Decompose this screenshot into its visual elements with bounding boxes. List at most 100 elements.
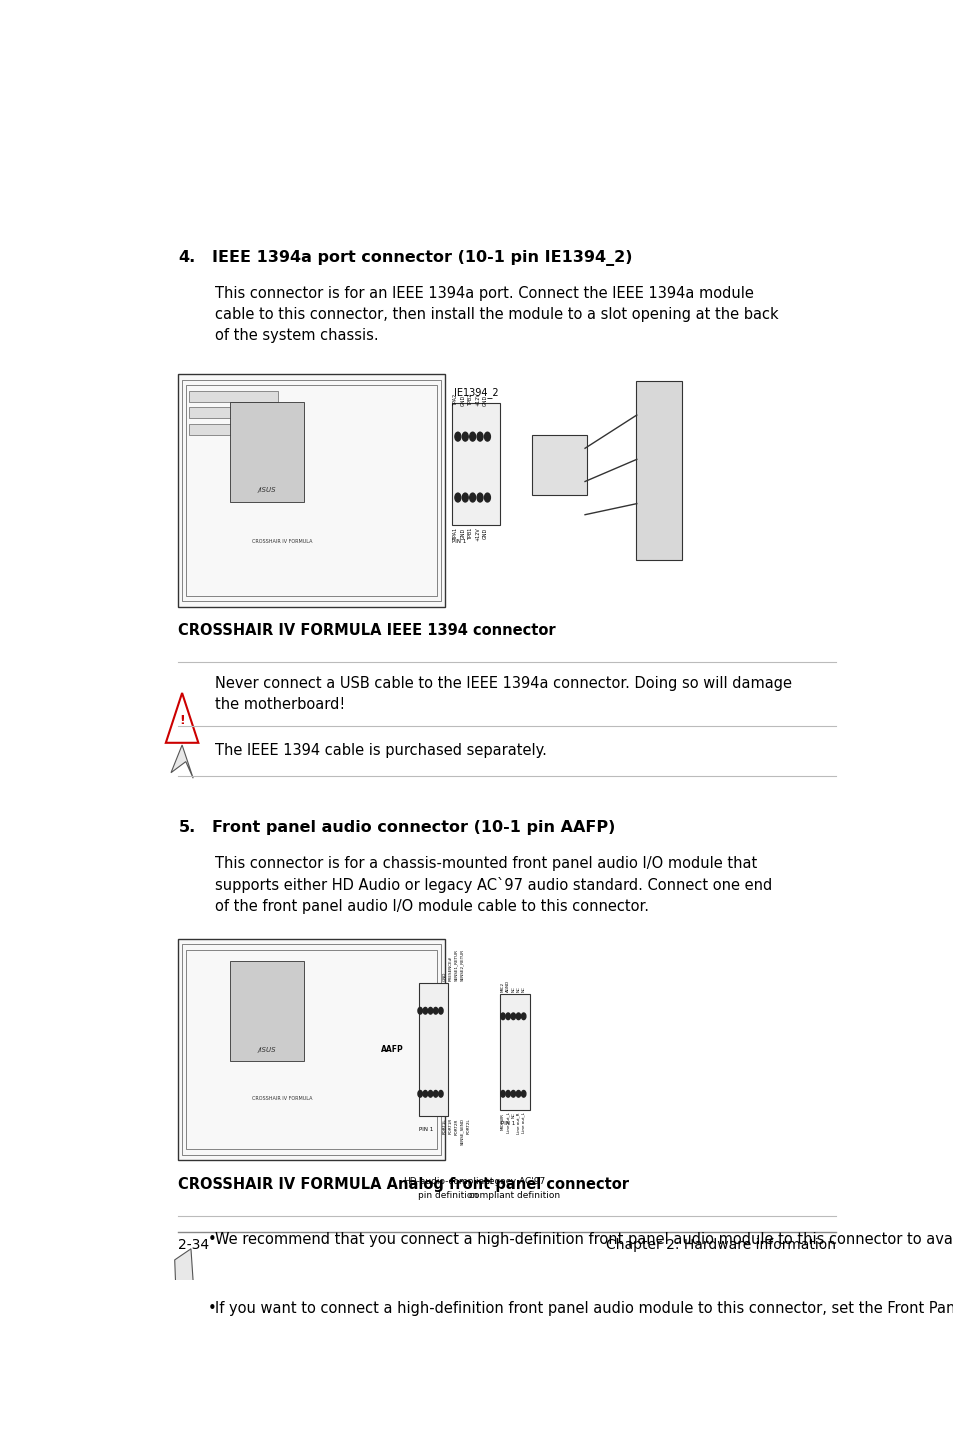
Text: Never connect a USB cable to the IEEE 1394a connector. Doing so will damage
the : Never connect a USB cable to the IEEE 13… xyxy=(215,676,792,712)
Text: Chapter 2: Hardware information: Chapter 2: Hardware information xyxy=(606,1238,836,1252)
Text: This connector is for an IEEE 1394a port. Connect the IEEE 1394a module
cable to: This connector is for an IEEE 1394a port… xyxy=(215,286,779,342)
Text: GND: GND xyxy=(482,394,487,406)
Text: /ISUS: /ISUS xyxy=(257,1047,276,1053)
Text: SENSE1_RETUR: SENSE1_RETUR xyxy=(454,949,457,981)
Circle shape xyxy=(516,1090,520,1097)
Text: +12V: +12V xyxy=(475,528,479,541)
Bar xyxy=(186,951,436,1149)
FancyBboxPatch shape xyxy=(178,374,444,607)
Text: •: • xyxy=(208,1232,216,1247)
Text: GND: GND xyxy=(482,528,487,539)
Bar xyxy=(182,380,440,601)
Polygon shape xyxy=(174,1248,193,1299)
Circle shape xyxy=(516,1012,520,1020)
Circle shape xyxy=(423,1008,427,1014)
Circle shape xyxy=(469,493,476,502)
Bar xyxy=(230,961,304,1061)
Text: GND: GND xyxy=(460,394,465,406)
Text: IE1394_2: IE1394_2 xyxy=(454,387,497,398)
Text: SENSE_SEND: SENSE_SEND xyxy=(460,1119,464,1145)
Text: •: • xyxy=(208,1301,216,1316)
Text: CROSSHAIR IV FORMULA Analog front panel connector: CROSSHAIR IV FORMULA Analog front panel … xyxy=(178,1176,629,1192)
Bar xyxy=(182,945,440,1155)
Text: HD-audio-compliant: HD-audio-compliant xyxy=(402,1176,493,1186)
Circle shape xyxy=(476,433,482,441)
Circle shape xyxy=(500,1090,505,1097)
Circle shape xyxy=(511,1090,515,1097)
Text: 4.: 4. xyxy=(178,250,195,265)
Text: PIN 1: PIN 1 xyxy=(452,538,466,544)
Text: Line out_R: Line out_R xyxy=(516,1113,520,1135)
Circle shape xyxy=(417,1008,422,1014)
FancyBboxPatch shape xyxy=(531,434,586,495)
Circle shape xyxy=(455,493,460,502)
Text: PORT1R: PORT1R xyxy=(448,1119,452,1135)
Text: IEEE 1394a port connector (10-1 pin IE1394_2): IEEE 1394a port connector (10-1 pin IE13… xyxy=(212,250,632,266)
Circle shape xyxy=(417,1090,422,1097)
Circle shape xyxy=(476,493,482,502)
Circle shape xyxy=(505,1090,510,1097)
Text: pin definition: pin definition xyxy=(417,1191,477,1201)
Text: +12V: +12V xyxy=(475,393,479,406)
Text: Legacy AC'97: Legacy AC'97 xyxy=(484,1176,545,1186)
Bar xyxy=(418,984,448,1116)
Text: The IEEE 1394 cable is purchased separately.: The IEEE 1394 cable is purchased separat… xyxy=(215,743,547,758)
Text: MIC2: MIC2 xyxy=(500,982,504,992)
Text: This connector is for a chassis-mounted front panel audio I/O module that
suppor: This connector is for a chassis-mounted … xyxy=(215,856,772,915)
Circle shape xyxy=(455,433,460,441)
FancyBboxPatch shape xyxy=(178,939,444,1160)
Text: NC: NC xyxy=(511,986,515,992)
Text: /ISUS: /ISUS xyxy=(257,487,276,493)
Text: NC: NC xyxy=(521,986,525,992)
Circle shape xyxy=(521,1012,525,1020)
Text: 5.: 5. xyxy=(178,820,195,835)
Text: Line out_L: Line out_L xyxy=(506,1113,510,1133)
Bar xyxy=(190,391,278,401)
Circle shape xyxy=(505,1012,510,1020)
Text: PIN 1: PIN 1 xyxy=(418,1127,433,1132)
Text: GND: GND xyxy=(460,528,465,539)
Text: NC: NC xyxy=(511,1113,515,1119)
Text: AGND: AGND xyxy=(506,979,510,992)
Polygon shape xyxy=(166,693,198,743)
Circle shape xyxy=(511,1012,515,1020)
Bar xyxy=(499,994,529,1110)
Circle shape xyxy=(428,1008,433,1014)
Text: We recommend that you connect a high-definition front panel audio module to this: We recommend that you connect a high-def… xyxy=(215,1232,953,1247)
Text: CROSSHAIR IV FORMULA: CROSSHAIR IV FORMULA xyxy=(252,1096,312,1100)
Bar xyxy=(186,385,436,595)
Text: Line out_L: Line out_L xyxy=(521,1113,525,1133)
Text: AAFP: AAFP xyxy=(381,1045,403,1054)
Text: TPB1: TPB1 xyxy=(468,528,473,539)
Text: Front panel audio connector (10-1 pin AAFP): Front panel audio connector (10-1 pin AA… xyxy=(212,820,615,835)
Text: PORT1L: PORT1L xyxy=(442,1119,446,1133)
Text: CROSSHAIR IV FORMULA: CROSSHAIR IV FORMULA xyxy=(252,539,312,544)
Text: MICPWR: MICPWR xyxy=(500,1113,504,1130)
Bar xyxy=(452,404,499,525)
Text: SENSE2_RETUR: SENSE2_RETUR xyxy=(460,949,464,981)
Text: !: ! xyxy=(179,715,185,728)
Text: 2-34: 2-34 xyxy=(178,1238,210,1252)
Text: TPA2: TPA2 xyxy=(453,394,457,406)
Circle shape xyxy=(462,493,468,502)
Polygon shape xyxy=(171,745,193,778)
Circle shape xyxy=(433,1008,437,1014)
Circle shape xyxy=(484,493,490,502)
Text: NC: NC xyxy=(516,986,520,992)
Bar xyxy=(190,407,278,418)
Text: compliant definition: compliant definition xyxy=(469,1191,559,1201)
Circle shape xyxy=(428,1090,433,1097)
Text: PIN 1: PIN 1 xyxy=(501,1122,516,1126)
Text: GND: GND xyxy=(442,972,446,981)
Text: PRESENCE#: PRESENCE# xyxy=(448,956,452,981)
Circle shape xyxy=(433,1090,437,1097)
FancyBboxPatch shape xyxy=(636,381,681,561)
Circle shape xyxy=(469,433,476,441)
Text: CROSSHAIR IV FORMULA IEEE 1394 connector: CROSSHAIR IV FORMULA IEEE 1394 connector xyxy=(178,623,556,638)
Circle shape xyxy=(438,1090,442,1097)
Text: PORT2R: PORT2R xyxy=(454,1119,457,1135)
Text: TPB2: TPB2 xyxy=(468,393,473,406)
Circle shape xyxy=(500,1012,505,1020)
Text: PORT2L: PORT2L xyxy=(466,1119,470,1135)
Text: If you want to connect a high-definition front panel audio module to this connec: If you want to connect a high-definition… xyxy=(215,1301,953,1316)
